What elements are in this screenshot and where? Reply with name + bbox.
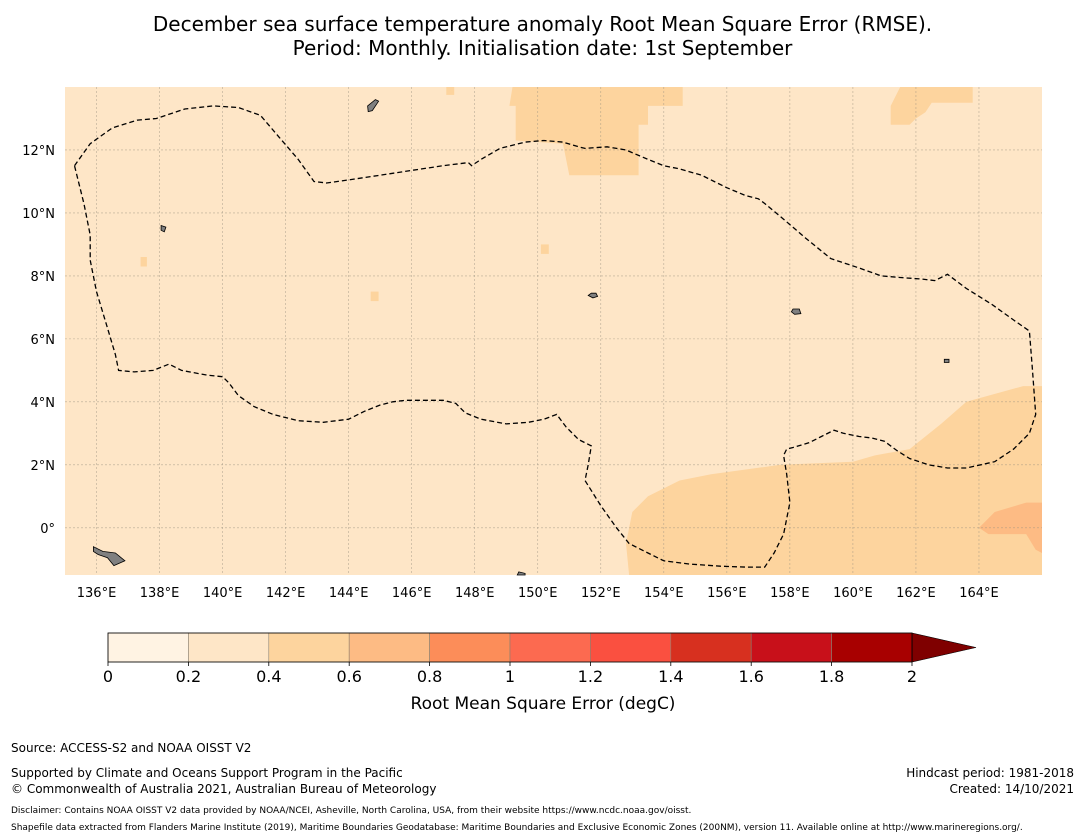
x-tick-label: 162°E bbox=[896, 586, 936, 601]
map-figure: 136°E 138°E 140°E 142°E 144°E 146°E 148°E 150°E… bbox=[22, 87, 1042, 714]
source-text: Source: ACCESS-S2 and NOAA OISST V2 bbox=[11, 741, 252, 755]
colorbar-tick-label: 0.6 bbox=[336, 667, 361, 686]
x-tick-label: 164°E bbox=[959, 586, 999, 601]
colorbar-swatch bbox=[188, 632, 270, 663]
rmse-region-northeast-0.4-0.6 bbox=[890, 87, 973, 125]
rmse-region-small-patch-3 bbox=[540, 244, 549, 254]
colorbar-tick-label: 0.8 bbox=[417, 667, 442, 686]
manus-island bbox=[516, 571, 526, 576]
colorbar-swatch bbox=[268, 632, 350, 663]
colorbar-swatch bbox=[429, 632, 511, 663]
rmse-region-small-patch-2 bbox=[370, 291, 379, 302]
colorbar-tick-label: 0.4 bbox=[256, 667, 281, 686]
x-tick-label: 154°E bbox=[644, 586, 684, 601]
colorbar: 0 0.2 0.4 0.6 0.8 1 1.2 1.4 1.6 1.8 2 bbox=[103, 632, 977, 686]
rmse-region-small-patch-4 bbox=[446, 87, 455, 95]
y-tick-label: 10°N bbox=[22, 207, 55, 222]
x-tick-label: 160°E bbox=[833, 586, 873, 601]
colorbar-swatch bbox=[670, 632, 752, 663]
x-tick-label: 148°E bbox=[455, 586, 495, 601]
kosrae-island bbox=[943, 358, 950, 363]
x-tick-label: 144°E bbox=[329, 586, 369, 601]
x-tick-label: 152°E bbox=[581, 586, 621, 601]
hindcast-period: Hindcast period: 1981-2018 bbox=[906, 766, 1074, 780]
chart-title-line-1: December sea surface temperature anomaly… bbox=[152, 12, 933, 36]
colorbar-tick-label: 1.6 bbox=[738, 667, 763, 686]
colorbar-tick-label: 1 bbox=[505, 667, 515, 686]
x-tick-label: 136°E bbox=[77, 586, 117, 601]
rmse-region-north-central-0.4-0.6 bbox=[509, 87, 683, 176]
y-tick-label: 4°N bbox=[31, 396, 56, 411]
chuuk-island bbox=[587, 292, 599, 299]
yap-island bbox=[160, 224, 167, 233]
colorbar-swatch bbox=[509, 632, 591, 663]
guam-island bbox=[367, 99, 380, 113]
colorbar-extend-arrow bbox=[911, 632, 977, 663]
colorbar-tick-label: 1.2 bbox=[578, 667, 603, 686]
y-tick-label: 0° bbox=[40, 522, 55, 537]
x-tick-label: 140°E bbox=[203, 586, 243, 601]
colorbar-tick-label: 2 bbox=[907, 667, 917, 686]
colorbar-label: Root Mean Square Error (degC) bbox=[411, 694, 676, 714]
x-tick-label: 142°E bbox=[266, 586, 306, 601]
colorbar-swatch bbox=[107, 632, 189, 663]
x-tick-label: 146°E bbox=[392, 586, 432, 601]
colorbar-tick-label: 0 bbox=[103, 667, 113, 686]
y-tick-label: 8°N bbox=[31, 270, 56, 285]
colorbar-tick-label: 1.4 bbox=[658, 667, 683, 686]
colorbar-swatch bbox=[750, 632, 832, 663]
y-tick-label: 12°N bbox=[22, 144, 55, 159]
copyright-text: © Commonwealth of Australia 2021, Austra… bbox=[11, 782, 437, 796]
colorbar-swatch bbox=[831, 632, 913, 663]
created-date: Created: 14/10/2021 bbox=[949, 782, 1074, 796]
disclaimer-text: Disclaimer: Contains NOAA OISST V2 data … bbox=[11, 806, 692, 816]
y-tick-label: 2°N bbox=[31, 459, 56, 474]
x-tick-label: 138°E bbox=[140, 586, 180, 601]
colorbar-swatch bbox=[590, 632, 672, 663]
colorbar-tick-label: 0.2 bbox=[176, 667, 201, 686]
map-area bbox=[65, 87, 1042, 576]
colorbar-swatch bbox=[348, 632, 430, 663]
pohnpei-island bbox=[790, 308, 802, 315]
rmse-region-small-patch-1 bbox=[140, 257, 147, 267]
new-guinea-islands bbox=[93, 546, 126, 567]
shapefile-credit: Shapefile data extracted from Flanders M… bbox=[11, 823, 1023, 833]
x-tick-label: 156°E bbox=[707, 586, 747, 601]
x-tick-label: 150°E bbox=[518, 586, 558, 601]
supported-text: Supported by Climate and Oceans Support … bbox=[11, 766, 403, 780]
chart-title-line-2: Period: Monthly. Initialisation date: 1s… bbox=[292, 36, 793, 60]
map-axes: 136°E 138°E 140°E 142°E 144°E 146°E 148°E 150°E… bbox=[22, 144, 999, 601]
x-tick-label: 158°E bbox=[770, 586, 810, 601]
y-tick-label: 6°N bbox=[31, 333, 56, 348]
eez-boundary-line bbox=[73, 105, 1037, 568]
colorbar-tick-label: 1.8 bbox=[819, 667, 844, 686]
